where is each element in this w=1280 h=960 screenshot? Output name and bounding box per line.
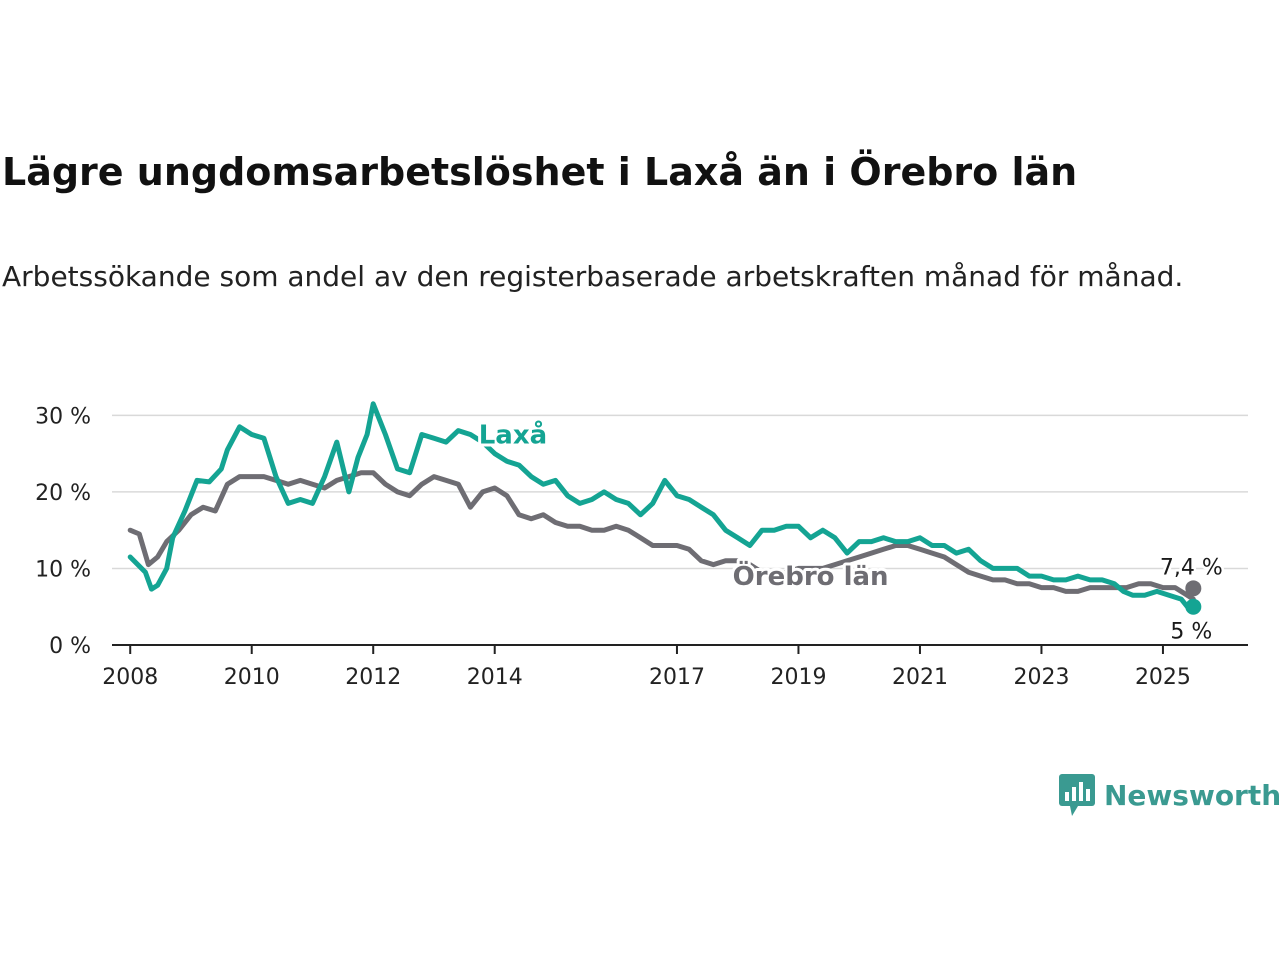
x-tick-label: 2021	[892, 665, 948, 690]
data-labels: Laxå Örebro län 7,4 % 5 %	[476, 415, 1226, 647]
line-chart: 0 % 10 % 20 % 30 % 2008 2010 2012 2014 2017 2019 2…	[35, 401, 1248, 690]
x-tick-label: 2023	[1013, 665, 1069, 690]
series-line-laxa	[127, 401, 1196, 610]
end-point	[1185, 598, 1202, 615]
chart-subtitle: Arbetssökande som andel av den registerb…	[2, 260, 1184, 293]
end-value-label: 5 %	[1170, 620, 1212, 645]
chart-title: Lägre ungdomsarbetslöshet i Laxå än i Ör…	[2, 150, 1078, 194]
x-tick-label: 2014	[467, 665, 523, 690]
series-line-orebro	[127, 470, 1196, 602]
series-label-orebro: Örebro län	[733, 559, 889, 592]
end-value-label: 7,4 %	[1160, 555, 1223, 580]
x-tick-label: 2008	[102, 665, 158, 690]
brand-name: Newsworthy	[1104, 778, 1280, 812]
axes: 0 % 10 % 20 % 30 % 2008 2010 2012 2014 2017 2019 2…	[35, 404, 1248, 690]
x-tick-label: 2010	[224, 665, 280, 690]
newsworthy-logo: Newsworthy	[1058, 772, 1280, 818]
series-label-laxa: Laxå	[479, 418, 547, 450]
x-tick-label: 2017	[649, 665, 705, 690]
end-point	[1185, 580, 1202, 597]
x-tick-label: 2012	[345, 665, 401, 690]
x-tick-label: 2025	[1135, 665, 1191, 690]
grid-lines	[112, 414, 1248, 570]
x-tick-label: 2019	[770, 665, 826, 690]
y-tick-label: 20 %	[35, 481, 91, 506]
series-lines	[127, 401, 1196, 610]
y-tick-label: 10 %	[35, 557, 91, 582]
y-tick-label: 30 %	[35, 404, 91, 429]
y-tick-label: 0 %	[49, 634, 91, 659]
bar-chart-speech-bubble-icon	[1059, 774, 1095, 816]
